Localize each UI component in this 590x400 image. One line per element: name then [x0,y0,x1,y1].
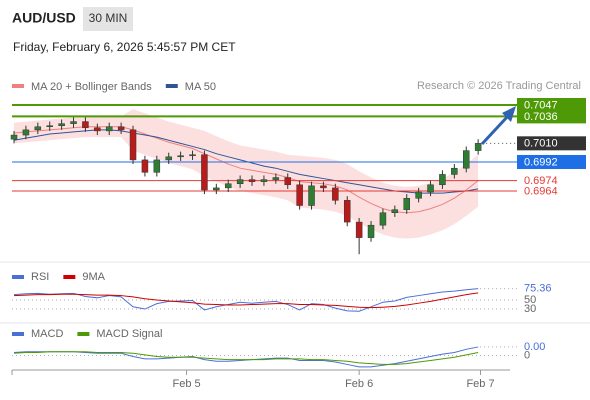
subtitle: Friday, February 6, 2026 5:45:57 PM CET [13,40,236,54]
candle-body [343,200,351,223]
candle-body [296,184,303,206]
y-tick-label: 30 [524,303,536,315]
candle-body [22,129,30,136]
macd-line [13,351,479,365]
ma20-line [13,126,479,214]
candle-body [367,224,375,238]
legend-label: MACD Signal [96,328,162,340]
x-tick-label: Feb 6 [345,378,373,390]
level-label: 0.6964 [524,185,558,197]
ma50-line [13,129,479,194]
candle-body [129,129,137,161]
candle-body [213,187,220,191]
level-box [517,97,586,112]
legend-swatch [12,275,24,279]
x-tick-label: Feb 7 [466,378,494,390]
level-label: 0.6992 [524,156,558,168]
candle-body [224,183,232,189]
candle-body [451,167,458,175]
timeframe: 30 MIN [89,11,128,25]
candle-body [427,184,434,193]
legend-label: MA 50 [185,81,216,93]
legend-label: RSI [31,271,49,283]
value-label: 75.36 [524,283,552,295]
candle-body [153,159,161,173]
arrow [480,114,510,146]
candle-body [403,198,410,210]
value-label: 0.00 [524,341,545,353]
candle-body [355,221,363,238]
level-label: 0.7010 [524,138,558,150]
candle-body [165,156,172,161]
level-label: 0.7047 [524,99,558,111]
level-label: 0.6974 [524,175,558,187]
candle-body [272,177,280,180]
candle-body [284,177,291,186]
candle-body [201,154,208,191]
x-tick-label: Feb 5 [173,378,201,390]
credit: Research © 2026 Trading Central [417,80,581,92]
arrow-head [502,106,516,122]
candle-body [105,126,113,132]
y-tick-label: 50 [524,294,536,306]
rsi-line [14,292,479,309]
candle-body [70,121,77,124]
legend-label: MACD [31,328,63,340]
rsi-line [13,288,479,312]
candle-body [308,185,315,206]
candle-body [34,126,42,131]
candle-body [82,121,89,129]
legend-swatch [165,84,178,88]
candle-body [462,150,470,169]
legend-label: 9MA [82,271,105,283]
legend-swatch [12,84,24,88]
candle-body [391,209,399,214]
legend-swatch [77,332,90,336]
candle-body [415,191,422,199]
candle-body [189,154,196,157]
candle-body [260,179,268,182]
candle-body [248,179,256,182]
candle-body [236,179,244,184]
candle-body [177,155,184,158]
candle-body [94,127,101,132]
timeframe-box [83,7,133,31]
legend-swatch [63,275,76,279]
y-tick-label: 0 [524,350,530,362]
symbol: AUD/USD [12,10,76,26]
candle-body [439,174,446,186]
candle-body [379,212,387,226]
legend-label: MA 20 + Bollinger Bands [31,81,152,93]
candle-body [117,126,125,131]
candle-body [58,123,65,126]
candle-body [46,125,53,128]
level-box [517,109,586,124]
candle-body [332,187,339,201]
legend-swatch [12,332,24,336]
level-label: 0.7036 [524,111,558,123]
candle-body [141,159,149,173]
level-box [517,136,586,151]
candle-body [10,134,18,140]
candle-body [320,185,327,189]
candle-body [474,143,482,151]
level-box [517,154,586,169]
